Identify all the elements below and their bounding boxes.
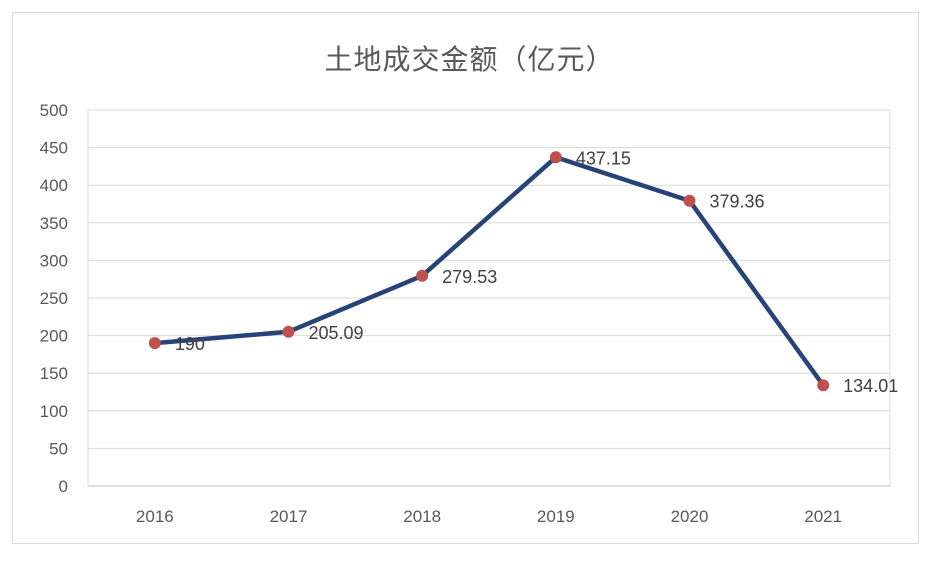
y-tick-label: 100 [40, 402, 68, 421]
data-label: 279.53 [442, 267, 497, 287]
x-tick-label: 2019 [537, 507, 575, 526]
data-label: 437.15 [576, 148, 631, 168]
y-tick-label: 50 [49, 439, 68, 458]
x-tick-label: 2017 [270, 507, 308, 526]
x-axis-ticks: 2016 2017 2018 2019 2020 2021 [136, 507, 842, 526]
y-tick-label: 350 [40, 214, 68, 233]
chart-frame [12, 12, 919, 544]
series-group [148, 151, 830, 392]
y-tick-label: 400 [40, 176, 68, 195]
data-label: 134.01 [843, 376, 898, 396]
y-tick-label: 0 [59, 477, 68, 496]
y-tick-label: 300 [40, 251, 68, 270]
data-point-marker [416, 269, 429, 282]
chart-title: 土地成交金额（亿元） [324, 43, 615, 76]
y-tick-label: 200 [40, 327, 68, 346]
y-tick-label: 450 [40, 139, 68, 158]
y-tick-label: 150 [40, 364, 68, 383]
data-point-marker [549, 151, 562, 164]
x-tick-label: 2020 [671, 507, 709, 526]
data-label: 190 [175, 334, 205, 354]
y-axis-ticks: 0 50 100 150 200 250 300 350 400 450 500 [40, 101, 68, 496]
series-line [152, 155, 826, 388]
x-tick-label: 2018 [403, 507, 441, 526]
y-tick-label: 500 [40, 101, 68, 120]
data-label: 379.36 [710, 192, 765, 212]
x-tick-label: 2016 [136, 507, 174, 526]
data-point-marker [817, 379, 830, 392]
data-point-marker [683, 194, 696, 207]
data-labels: 190 205.09 279.53 437.15 379.36 134.01 [175, 148, 898, 396]
data-point-marker [282, 325, 295, 338]
data-point-marker [148, 337, 161, 350]
gridlines [87, 109, 891, 487]
data-label: 205.09 [309, 323, 364, 343]
x-tick-label: 2021 [804, 507, 842, 526]
y-tick-label: 250 [40, 289, 68, 308]
